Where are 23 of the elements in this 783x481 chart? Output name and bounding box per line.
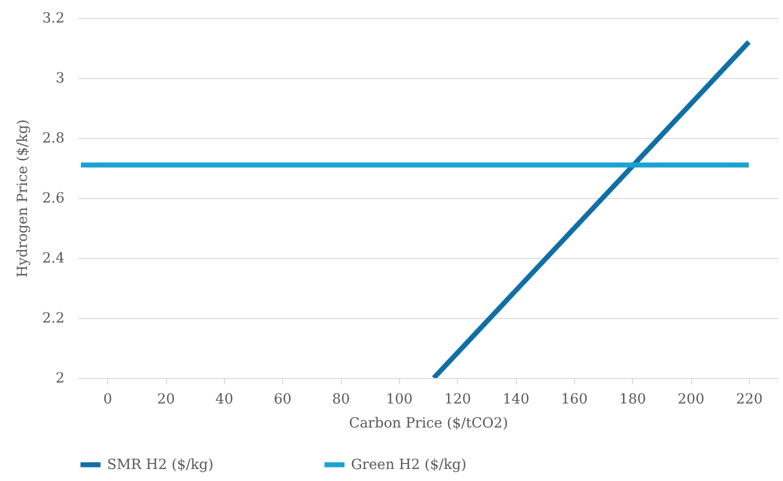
- x-tick-label: 80: [332, 392, 350, 408]
- y-tick-label: 3.2: [42, 10, 64, 26]
- x-tick-label: 40: [215, 392, 234, 408]
- y-tick-label: 2.4: [42, 250, 65, 266]
- x-tick-label: 60: [274, 392, 292, 408]
- y-tick-label: 2.6: [42, 190, 65, 206]
- x-axis-title: Carbon Price ($/tCO2): [348, 416, 508, 432]
- y-tick-label: 2: [56, 370, 64, 386]
- x-tick-label: 120: [444, 392, 472, 408]
- y-tick-label: 2.8: [42, 130, 64, 146]
- legend-label: Green H2 ($/kg): [351, 456, 466, 473]
- x-tick-label: 220: [736, 392, 763, 408]
- x-tick-label: 160: [560, 392, 588, 408]
- x-tick-label: 140: [502, 392, 530, 408]
- y-tick-label: 3: [56, 70, 64, 86]
- x-tick-label: 180: [619, 392, 646, 408]
- y-tick-label: 2.2: [42, 310, 64, 326]
- x-tick-label: 0: [103, 392, 112, 408]
- y-axis-title: Hydrogen Price ($/kg): [15, 119, 32, 278]
- x-tick-label: 100: [386, 392, 413, 408]
- x-tick-label: 200: [678, 392, 704, 408]
- x-tick-label: 20: [157, 392, 175, 408]
- legend-label: SMR H2 ($/kg): [107, 456, 214, 473]
